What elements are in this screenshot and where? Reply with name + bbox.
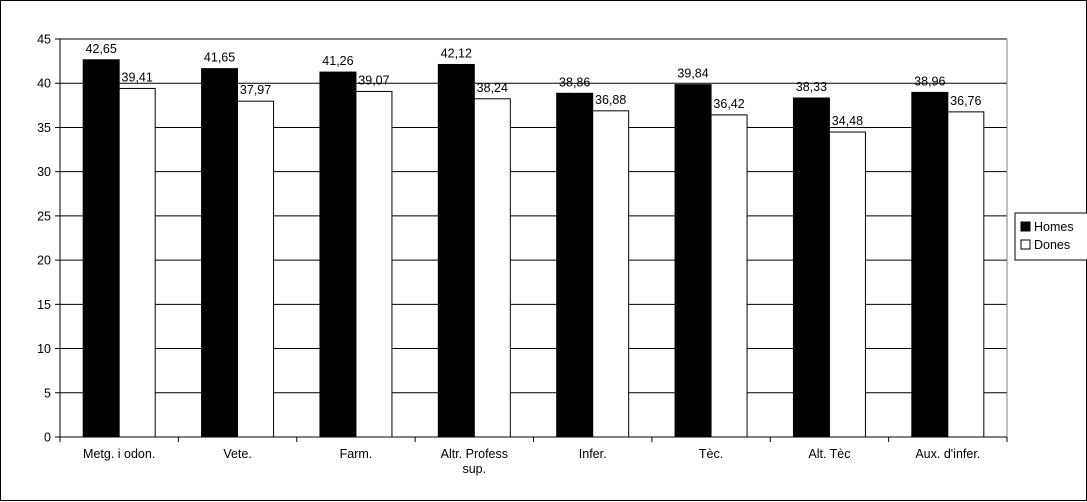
y-tick-label: 20 [37,254,51,268]
legend-label-dones: Dones [1034,238,1070,252]
x-tick-label: Aux. d'infer. [915,447,980,461]
bar-homes [674,84,712,438]
data-label: 38,86 [559,75,590,89]
bar-dones [237,100,275,438]
data-label: 34,48 [832,114,863,128]
bar-homes [792,97,830,438]
y-tick-label: 35 [37,121,51,135]
y-tick-label: 10 [37,342,51,356]
x-tick-label: Alt. Tèc [808,447,850,461]
bar-dones [710,114,748,438]
bar-dones [118,87,156,438]
data-label: 37,97 [240,83,271,97]
x-tick-label: Altr. Profess [441,447,508,461]
data-label: 36,88 [595,93,626,107]
bar-homes [201,68,239,438]
bar-dones [473,98,511,438]
x-tick-label: Metg. i odon. [83,447,155,461]
y-tick-label: 30 [37,165,51,179]
data-label: 38,33 [796,80,827,94]
x-tick-label: sup. [462,462,486,476]
y-tick-label: 15 [37,298,51,312]
data-label: 39,07 [358,73,389,87]
data-label: 38,24 [477,81,508,95]
bar-dones [592,110,630,438]
data-label: 42,12 [441,46,472,60]
y-tick-label: 40 [37,77,51,91]
x-tick-label: Vete. [223,447,252,461]
y-tick-label: 25 [37,209,51,223]
legend-box [1014,212,1087,261]
data-label: 36,42 [713,97,744,111]
x-tick-label: Infer. [579,447,607,461]
bar-dones [947,111,985,438]
x-tick-label: Farm. [340,447,373,461]
legend-swatch-homes [1020,221,1031,232]
bar-homes [82,59,120,438]
data-label: 39,41 [122,70,153,84]
data-label: 39,84 [677,67,708,81]
data-label: 41,26 [322,54,353,68]
bar-dones [828,131,866,438]
bar-homes [911,91,949,438]
legend-label-homes: Homes [1034,220,1074,234]
data-label: 41,65 [204,51,235,65]
bar-homes [319,71,357,438]
y-tick-label: 5 [44,386,51,400]
data-label: 42,65 [86,42,117,56]
y-tick-label: 45 [37,33,51,47]
data-label: 36,76 [950,94,981,108]
data-label: 38,96 [914,74,945,88]
bar-dones [355,90,393,438]
y-tick-label: 0 [44,431,51,445]
legend-swatch-dones [1020,239,1031,250]
bar-homes [556,92,594,438]
x-tick-label: Tèc. [699,447,723,461]
bar-homes [437,63,475,438]
